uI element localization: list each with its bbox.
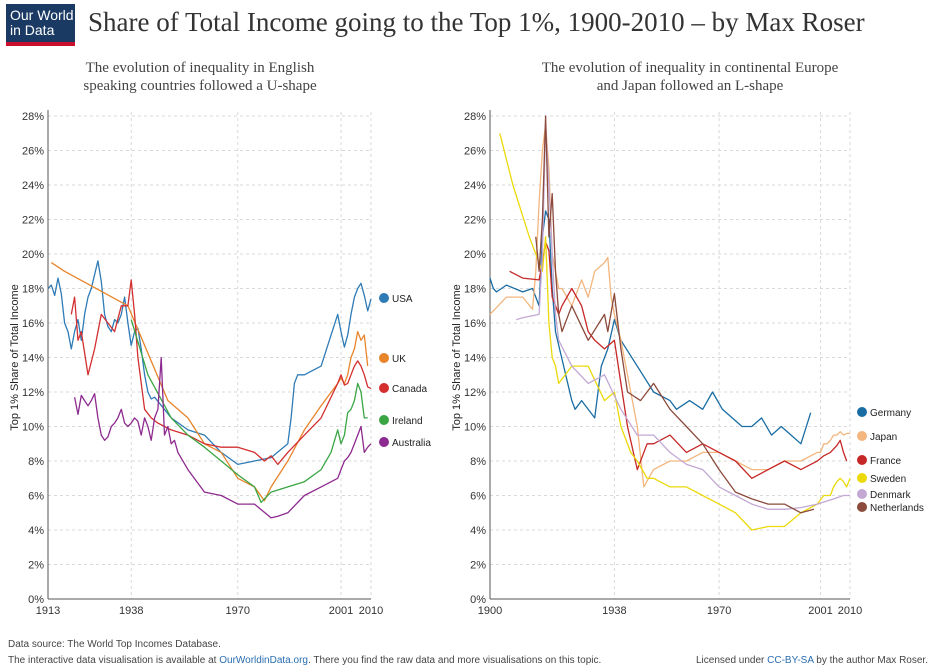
license-prefix: Licensed under (695, 655, 768, 666)
left-y-tick-label: 16% (22, 318, 44, 330)
right-y-tick-label: 20% (464, 249, 486, 261)
right-y-axis-label: Top 1% Share of Total Income (451, 284, 463, 431)
right-y-tick-label: 22% (464, 215, 486, 227)
left-y-tick-label: 14% (22, 353, 44, 365)
owid-logo: Our World in Data (6, 4, 75, 46)
left-series-line-uk (50, 262, 369, 502)
footer-interactive-suffix: . There you find the raw data and more v… (307, 655, 602, 666)
logo-line-1: Our World (10, 7, 74, 23)
left-y-axis-label: Top 1% Share of Total Income (9, 284, 21, 431)
left-y-tick-label: 24% (22, 180, 44, 192)
right-legend-marker-denmark (857, 489, 867, 499)
right-legend-marker-france (857, 455, 867, 465)
owid-link[interactable]: OurWorldinData.org (219, 655, 308, 666)
footer-interactive-prefix: The interactive data visualisation is av… (8, 655, 220, 666)
license-suffix: by the author Max Roser. (813, 655, 928, 666)
left-legend-label-usa: USA (392, 294, 413, 305)
left-subtitle-line-2: speaking countries followed a U-shape (83, 78, 317, 94)
left-legend-marker-australia (379, 437, 389, 447)
right-x-tick-label: 2010 (838, 605, 862, 617)
left-legend-label-ireland: Ireland (392, 416, 423, 427)
right-subtitle-line-2: and Japan followed an L-shape (596, 78, 784, 94)
footer-license: Licensed under CC-BY-SA by the author Ma… (696, 655, 928, 666)
left-series-line-canada (70, 279, 372, 466)
right-series-line-denmark (516, 123, 850, 510)
left-legend-marker-uk (379, 353, 389, 363)
left-legend-label-uk: UK (392, 354, 406, 365)
right-chart-subtitle: The evolution of inequality in continent… (480, 59, 900, 95)
left-x-tick-label: 2001 (329, 605, 353, 617)
right-series-line-france (509, 241, 848, 479)
footer-interactive-note: The interactive data visualisation is av… (8, 655, 601, 666)
left-y-tick-label: 6% (28, 491, 44, 503)
footer-source: Data source: The World Top Incomes Datab… (8, 639, 221, 650)
right-legend-label-france: France (870, 456, 902, 467)
left-y-tick-label: 18% (22, 284, 44, 296)
right-series-line-netherlands (535, 115, 815, 514)
right-x-tick-label: 1938 (602, 605, 626, 617)
left-series-line-australia (73, 356, 372, 519)
left-x-tick-label: 1970 (226, 605, 250, 617)
right-legend-label-japan: Japan (870, 432, 897, 443)
right-legend-marker-japan (857, 431, 867, 441)
right-y-tick-label: 14% (464, 353, 486, 365)
logo-line-2: in Data (10, 22, 55, 38)
left-y-tick-label: 22% (22, 215, 44, 227)
right-y-tick-label: 4% (470, 525, 486, 537)
left-legend-marker-usa (379, 293, 389, 303)
left-y-tick-label: 8% (28, 456, 44, 468)
right-y-tick-label: 24% (464, 180, 486, 192)
right-y-tick-label: 18% (464, 284, 486, 296)
right-series-line-sweden (499, 133, 851, 531)
right-legend-marker-netherlands (857, 502, 867, 512)
right-legend-label-sweden: Sweden (870, 474, 906, 485)
left-y-tick-label: 12% (22, 387, 44, 399)
left-y-tick-label: 20% (22, 249, 44, 261)
left-legend-label-canada: Canada (392, 384, 427, 395)
right-legend-marker-germany (857, 407, 867, 417)
right-y-tick-label: 2% (470, 560, 486, 572)
left-x-tick-label: 1938 (119, 605, 143, 617)
left-subtitle-line-1: The evolution of inequality in English (85, 60, 315, 76)
right-y-tick-label: 16% (464, 318, 486, 330)
right-legend-marker-sweden (857, 473, 867, 483)
left-y-tick-label: 10% (22, 422, 44, 434)
left-y-tick-label: 26% (22, 146, 44, 158)
right-x-tick-label: 1900 (478, 605, 502, 617)
left-legend-marker-ireland (379, 415, 389, 425)
left-x-tick-label: 1913 (36, 605, 60, 617)
right-legend-label-netherlands: Netherlands (870, 503, 924, 514)
right-legend-label-denmark: Denmark (870, 490, 912, 501)
right-x-tick-label: 1970 (707, 605, 731, 617)
left-y-tick-label: 2% (28, 560, 44, 572)
right-y-tick-label: 6% (470, 491, 486, 503)
left-chart-subtitle: The evolution of inequality in English s… (40, 59, 360, 95)
right-y-tick-label: 28% (464, 111, 486, 123)
left-legend-label-australia: Australia (392, 438, 431, 449)
left-y-tick-label: 0% (28, 594, 44, 606)
right-y-tick-label: 0% (470, 594, 486, 606)
left-x-tick-label: 2010 (359, 605, 383, 617)
right-y-tick-label: 10% (464, 422, 486, 434)
left-legend-marker-canada (379, 383, 389, 393)
left-series-line-usa (47, 260, 372, 466)
right-subtitle-line-1: The evolution of inequality in continent… (541, 60, 839, 76)
license-link[interactable]: CC-BY-SA (767, 655, 814, 666)
right-series-line-germany (489, 210, 812, 445)
left-y-tick-label: 28% (22, 111, 44, 123)
right-x-tick-label: 2001 (808, 605, 832, 617)
right-legend-label-germany: Germany (870, 408, 911, 419)
page-title: Share of Total Income going to the Top 1… (88, 7, 865, 37)
right-y-tick-label: 8% (470, 456, 486, 468)
left-y-tick-label: 4% (28, 525, 44, 537)
right-y-tick-label: 12% (464, 387, 486, 399)
right-y-tick-label: 26% (464, 146, 486, 158)
left-series-line-ireland (130, 319, 368, 504)
